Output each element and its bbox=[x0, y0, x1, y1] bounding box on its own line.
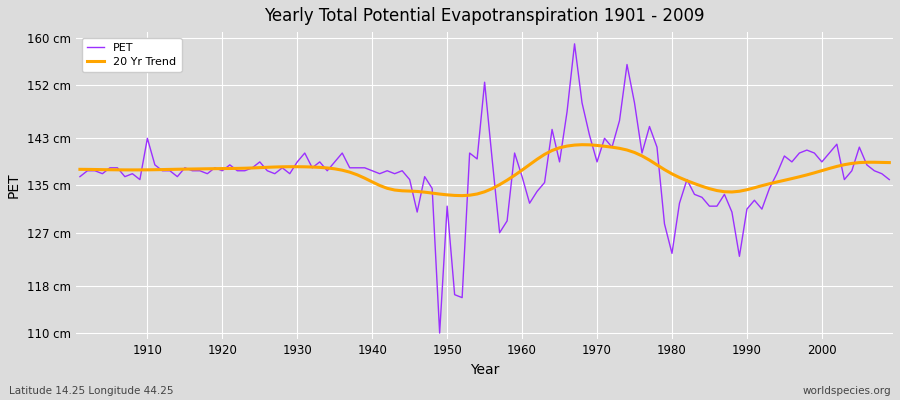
PET bbox=[524, 201, 535, 206]
20 Yr Trend bbox=[75, 167, 86, 172]
Line: PET: PET bbox=[80, 44, 889, 333]
20 Yr Trend bbox=[456, 193, 467, 198]
PET bbox=[300, 151, 310, 156]
Text: Latitude 14.25 Longitude 44.25: Latitude 14.25 Longitude 44.25 bbox=[9, 386, 174, 396]
X-axis label: Year: Year bbox=[470, 363, 500, 377]
20 Yr Trend bbox=[517, 168, 527, 172]
20 Yr Trend bbox=[300, 164, 310, 169]
PET bbox=[134, 177, 145, 182]
Title: Yearly Total Potential Evapotranspiration 1901 - 2009: Yearly Total Potential Evapotranspiratio… bbox=[265, 7, 705, 25]
20 Yr Trend bbox=[134, 168, 145, 172]
PET bbox=[435, 331, 446, 336]
PET bbox=[345, 165, 356, 170]
Legend: PET, 20 Yr Trend: PET, 20 Yr Trend bbox=[82, 38, 182, 72]
PET bbox=[884, 177, 895, 182]
20 Yr Trend bbox=[622, 148, 633, 152]
Y-axis label: PET: PET bbox=[7, 173, 21, 198]
20 Yr Trend bbox=[524, 162, 535, 167]
PET bbox=[622, 62, 633, 67]
PET bbox=[75, 174, 86, 179]
20 Yr Trend bbox=[577, 142, 588, 147]
PET bbox=[569, 42, 580, 46]
Text: worldspecies.org: worldspecies.org bbox=[803, 386, 891, 396]
Line: 20 Yr Trend: 20 Yr Trend bbox=[80, 145, 889, 196]
PET bbox=[517, 174, 527, 179]
20 Yr Trend bbox=[345, 170, 356, 174]
20 Yr Trend bbox=[884, 160, 895, 165]
